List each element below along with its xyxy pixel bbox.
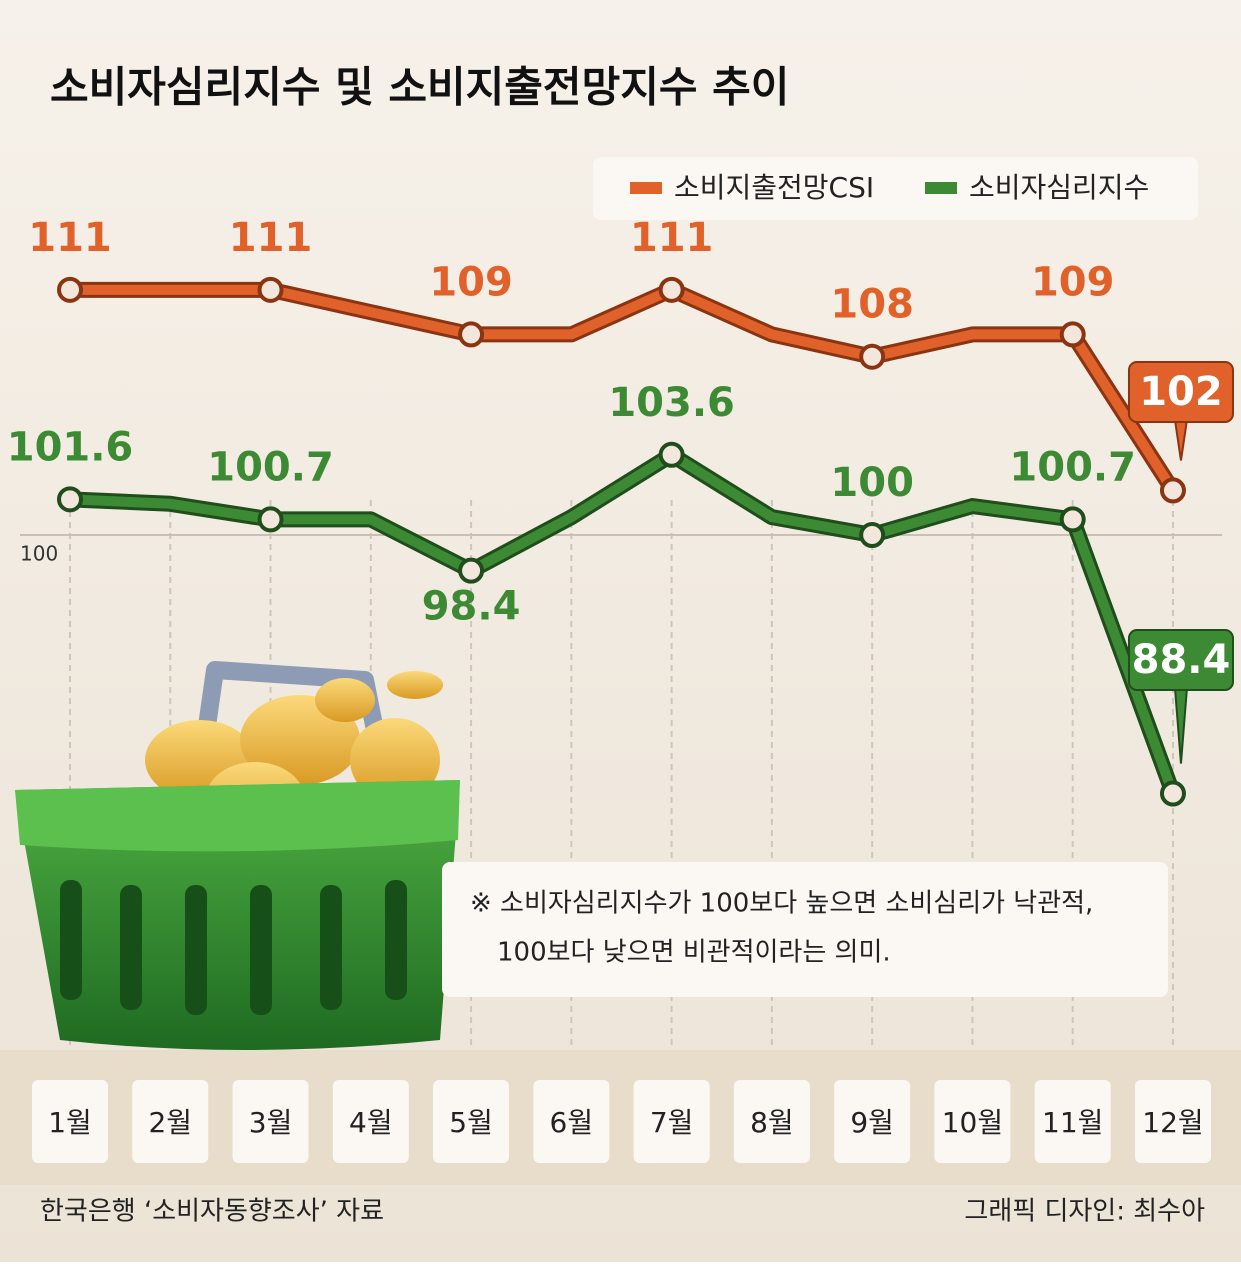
- note-line: ※ 소비자심리지수가 100보다 높으면 소비심리가 낙관적,: [470, 889, 1093, 919]
- y-tick-label: 100: [20, 542, 58, 566]
- data-label: 109: [1031, 259, 1115, 305]
- x-tick-label: 9월: [850, 1106, 894, 1139]
- point: [658, 441, 685, 468]
- data-label: 101.6: [7, 424, 134, 470]
- month-box: [934, 1080, 1011, 1163]
- data-label: 103.6: [608, 380, 735, 426]
- data-label: 100.7: [207, 444, 334, 490]
- x-tick-label: 1월: [48, 1106, 92, 1139]
- callout-box: [1127, 361, 1234, 423]
- month-box: [32, 1080, 108, 1163]
- point: [1059, 506, 1086, 533]
- callout-box: [1127, 629, 1234, 691]
- x-tick-label: 7월: [650, 1106, 694, 1139]
- coin: [315, 678, 375, 722]
- legend-label: 소비지출전망CSI: [674, 171, 874, 204]
- point: [257, 276, 284, 303]
- month-box: [132, 1080, 209, 1163]
- point: [57, 276, 83, 303]
- source: 한국은행 ‘소비자동향조사’ 자료: [40, 1197, 384, 1227]
- data-label: 111: [630, 215, 714, 261]
- point: [1159, 780, 1186, 807]
- x-tick-label: 11월: [1042, 1106, 1103, 1139]
- point: [57, 486, 83, 513]
- x-tick-label: 4월: [349, 1106, 393, 1139]
- point: [1059, 321, 1086, 348]
- data-label: 100: [830, 460, 914, 506]
- data-label: 108: [830, 282, 914, 328]
- month-box: [533, 1080, 610, 1163]
- point: [859, 343, 886, 370]
- data-label: 98.4: [422, 584, 521, 630]
- month-box: [332, 1080, 409, 1163]
- series-line: [69, 449, 1178, 796]
- month-box: [232, 1080, 309, 1163]
- point: [859, 522, 886, 548]
- month-box: [633, 1080, 710, 1163]
- legend-swatch: [925, 182, 957, 194]
- credit: 그래픽 디자인: 최수아: [964, 1197, 1205, 1227]
- x-tick-label: 6월: [550, 1106, 594, 1139]
- series-line: [70, 284, 1178, 494]
- legend-box: [593, 157, 1198, 220]
- month-box: [433, 1080, 510, 1163]
- data-label: 111: [229, 215, 313, 261]
- basket-illustration: [15, 661, 460, 1050]
- note-line: 100보다 낮으면 비관적이라는 의미.: [497, 938, 891, 968]
- month-box: [733, 1080, 810, 1163]
- point: [1159, 477, 1186, 504]
- month-box: [834, 1080, 911, 1163]
- x-tick-label: 12월: [1142, 1106, 1203, 1139]
- x-tick-label: 3월: [249, 1106, 293, 1139]
- x-tick-label: 10월: [942, 1106, 1003, 1139]
- point: [458, 557, 485, 584]
- basket-rim: [15, 780, 460, 852]
- point: [458, 321, 485, 348]
- month-box: [1034, 1080, 1111, 1163]
- data-label: 88.4: [1132, 637, 1231, 683]
- month-box: [1134, 1080, 1211, 1163]
- data-label: 100.7: [1009, 444, 1136, 490]
- x-tick-label: 2월: [148, 1106, 192, 1139]
- point: [257, 506, 284, 533]
- coin: [387, 671, 443, 699]
- x-tick-label: 5월: [449, 1106, 493, 1139]
- data-label: 109: [429, 259, 513, 305]
- point: [658, 276, 685, 303]
- legend-label: 소비자심리지수: [969, 171, 1149, 204]
- note-box: [442, 862, 1168, 997]
- chart-title: 소비자심리지수 및 소비지출전망지수 추이: [50, 63, 789, 112]
- data-label: 111: [28, 215, 112, 261]
- data-label: 102: [1139, 369, 1223, 415]
- basket-slots: [60, 880, 407, 1015]
- x-tick-label: 8월: [750, 1106, 794, 1139]
- legend-swatch: [630, 182, 662, 194]
